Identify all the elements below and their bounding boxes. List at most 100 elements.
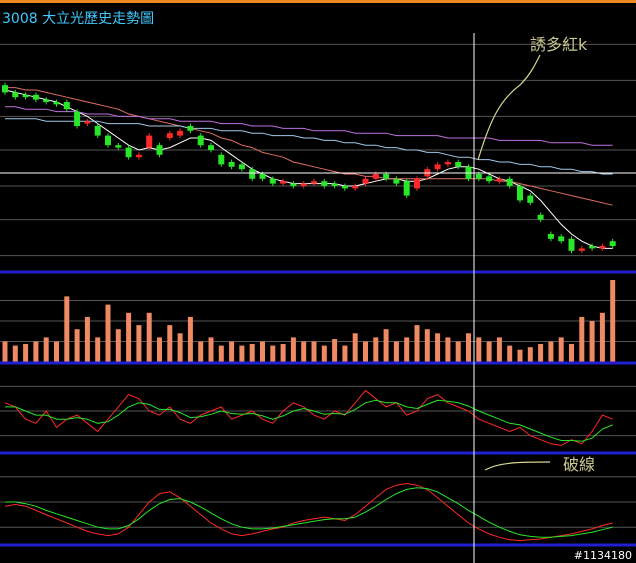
volume-bar (54, 341, 59, 362)
annotation: 誘多紅k (530, 35, 588, 54)
candle-body (455, 162, 462, 167)
volume-bar (115, 329, 121, 362)
candle-body (486, 176, 493, 182)
volume-bar (2, 341, 8, 362)
volume-bar (548, 341, 554, 362)
volume-bar (177, 333, 183, 362)
volume-bar (599, 312, 605, 362)
candle-body (568, 238, 575, 251)
volume-bar (455, 341, 461, 362)
candle-body (228, 162, 235, 167)
candle-body (321, 181, 328, 186)
candle-body (53, 102, 60, 105)
volume-bar (373, 337, 379, 362)
candle-body (135, 154, 142, 158)
candle-body (208, 145, 214, 150)
candle-body (383, 174, 390, 179)
candle-body (187, 126, 194, 131)
candle-body (74, 111, 81, 126)
chart-title: 3008 大立光歷史走勢圖 (2, 11, 154, 27)
candle-body (259, 174, 266, 179)
volume-bar (280, 343, 286, 362)
candle-body (352, 186, 359, 189)
candle-body (249, 169, 256, 179)
candle-body (537, 214, 544, 220)
volume-bar (74, 329, 80, 362)
candle-body (341, 186, 348, 189)
candle-body (218, 154, 225, 165)
candle-body (311, 181, 317, 184)
candle-body (362, 178, 369, 184)
candle-body (589, 246, 596, 249)
volume-bar (12, 345, 18, 362)
candle-body (558, 236, 565, 242)
volume-bar (517, 349, 523, 362)
volume-bar (496, 337, 502, 362)
volume-bar (393, 341, 399, 362)
volume-bar (527, 347, 533, 362)
candle-body (2, 85, 8, 93)
candle-body (84, 121, 91, 124)
volume-bar (558, 337, 564, 362)
candle-body (197, 135, 204, 146)
candle-body (527, 195, 534, 203)
candle-body (372, 174, 379, 179)
volume-bar (95, 337, 101, 362)
candle-body (280, 181, 287, 184)
indicator-line (4, 482, 613, 542)
candle-body (444, 162, 451, 165)
volume-bar (290, 337, 296, 362)
candle-body (166, 133, 173, 138)
volume-bar (311, 341, 317, 362)
candle-body (393, 178, 400, 184)
volume-bar (270, 345, 276, 362)
candle-body (290, 183, 297, 186)
volume-bar (260, 341, 265, 362)
volume-bar (342, 345, 348, 362)
volume-bar (84, 316, 90, 362)
volume-bar (64, 296, 70, 362)
volume-bar (198, 341, 204, 362)
candle-body (578, 248, 585, 251)
volume-bar (146, 312, 152, 362)
volume-bar (249, 343, 255, 362)
volume-bar (105, 304, 111, 362)
volume-bar (414, 325, 420, 362)
volume-bar (466, 333, 471, 362)
volume-bar (218, 345, 224, 362)
volume-bar (126, 312, 132, 362)
candle-body (32, 94, 39, 100)
candle-body (12, 92, 19, 98)
volume-bar (33, 341, 39, 362)
candle-body (115, 145, 122, 148)
volume-bar (239, 345, 245, 362)
volume-bar (332, 339, 338, 362)
candle-body (43, 99, 50, 102)
volume-bar (167, 325, 173, 362)
volume-bar (610, 280, 616, 362)
candle-body (599, 246, 606, 249)
volume-bar (363, 341, 368, 362)
footer-box (566, 547, 636, 563)
candle-body (63, 102, 70, 110)
volume-bar (476, 337, 482, 362)
candle-body (547, 234, 554, 239)
candle-body (517, 186, 523, 201)
candle-body (94, 126, 101, 136)
candle-body (475, 174, 482, 179)
candle-body (238, 164, 245, 170)
candle-body (331, 183, 338, 186)
candle-body (22, 94, 29, 98)
moving-average (5, 106, 613, 146)
candle-body (125, 147, 132, 158)
moving-average (5, 118, 613, 175)
annotation: 破線 (563, 455, 595, 474)
volume-bar (229, 341, 235, 362)
volume-bar (579, 316, 585, 362)
volume-bar (208, 337, 214, 362)
top-bar (0, 0, 636, 3)
volume-bar (445, 337, 451, 362)
candle-body (269, 178, 276, 184)
